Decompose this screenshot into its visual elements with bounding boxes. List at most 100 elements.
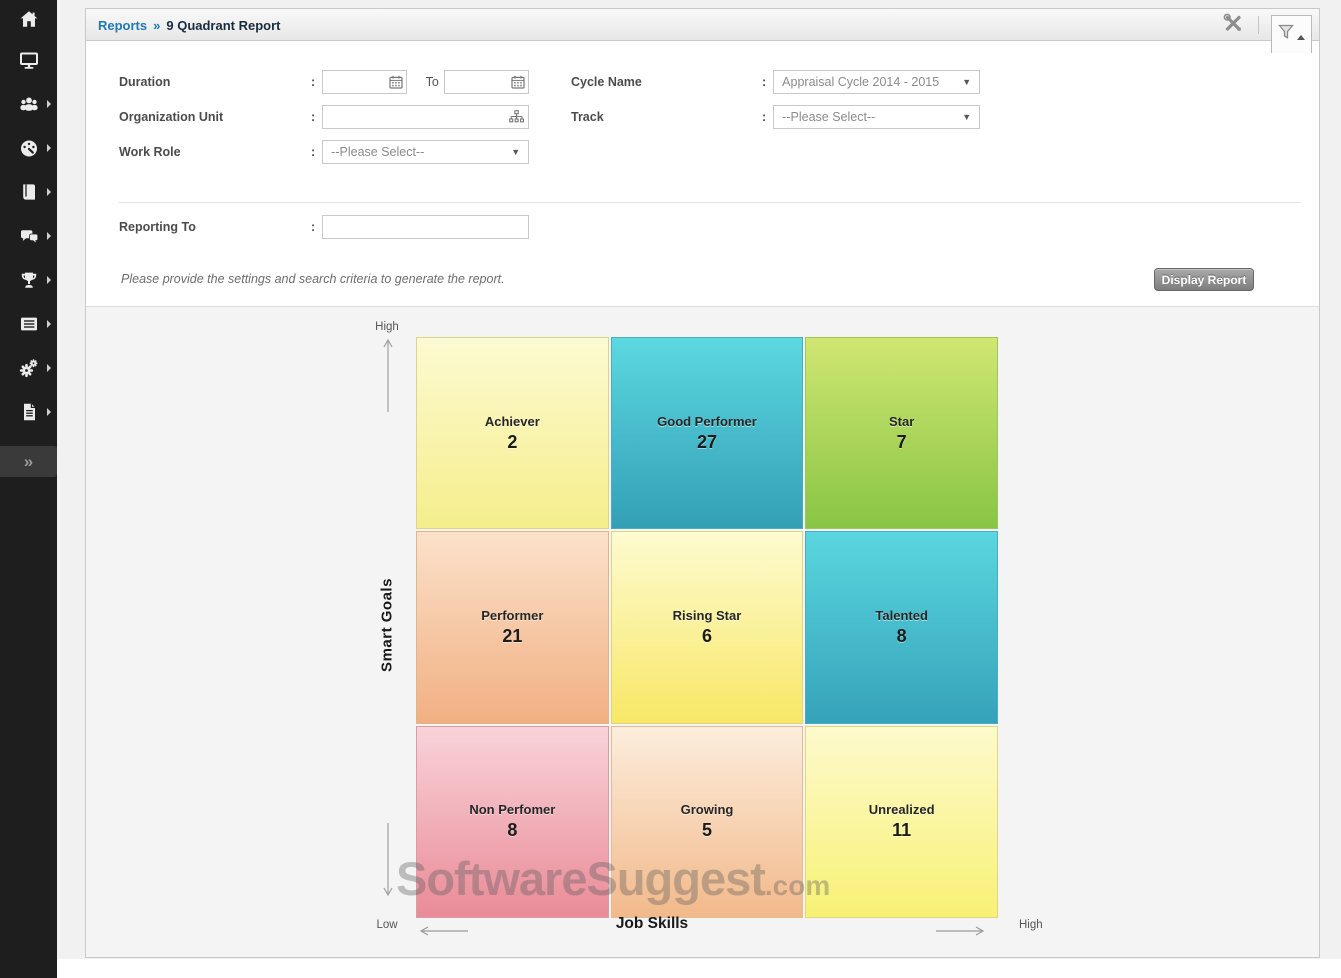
- work-role-value: --Please Select--: [331, 145, 425, 159]
- submenu-caret-icon: [47, 364, 51, 372]
- page-title: 9 Quadrant Report: [166, 17, 281, 33]
- y-axis-up-arrow: [381, 338, 395, 419]
- quadrant-cell-rising-star: Rising Star 6: [610, 531, 804, 724]
- duration-row: Duration : To: [119, 70, 530, 94]
- quadrant-label: Rising Star: [672, 607, 742, 623]
- tools-icon: [1221, 11, 1245, 40]
- sidebar-item-rewards[interactable]: [0, 258, 57, 302]
- form-divider: [119, 202, 1301, 203]
- sidebar-item-settings[interactable]: [0, 346, 57, 390]
- quadrant-cell-star: Star 7: [805, 337, 998, 530]
- cycle-name-select[interactable]: Appraisal Cycle 2014 - 2015 ▼: [773, 70, 981, 94]
- filter-tab-button[interactable]: [1271, 15, 1312, 53]
- quadrant-value: 8: [507, 820, 518, 841]
- y-axis-title: Smart Goals: [378, 578, 396, 672]
- track-row: Track : --Please Select-- ▼: [571, 105, 981, 129]
- sidebar-item-learning[interactable]: [0, 170, 57, 214]
- submenu-caret-icon: [47, 144, 51, 152]
- submenu-caret-icon: [47, 232, 51, 240]
- tools-button[interactable]: [1218, 12, 1248, 38]
- x-axis-right-arrow: [934, 924, 986, 942]
- chevron-down-icon: ▼: [962, 112, 972, 122]
- quadrant-label: Achiever: [484, 413, 540, 429]
- gauge-icon: [18, 137, 40, 159]
- cycle-name-value: Appraisal Cycle 2014 - 2015: [782, 75, 940, 89]
- gears-icon: [18, 357, 40, 379]
- quadrant-label: Unrealized: [868, 802, 935, 818]
- main-area: Reports » 9 Quadrant Report: [57, 0, 1341, 978]
- book-icon: [18, 181, 40, 203]
- sidebar-item-dashboard[interactable]: [0, 126, 57, 170]
- sidebar-item-employees[interactable]: [0, 82, 57, 126]
- chat-icon: [18, 225, 40, 247]
- quadrant-value: 11: [892, 820, 912, 841]
- y-axis-low-label: Low: [376, 919, 398, 931]
- sidebar: »: [0, 0, 57, 978]
- home-icon: [18, 8, 40, 30]
- filter-panel: Duration : To Cycle Name :: [86, 41, 1319, 306]
- sidebar-item-feedback[interactable]: [0, 214, 57, 258]
- quadrant-value: 27: [696, 431, 717, 452]
- card-topbar: Reports » 9 Quadrant Report: [86, 9, 1319, 53]
- field-colon: :: [762, 110, 767, 124]
- duration-to-field: [444, 70, 530, 94]
- nine-quadrant-grid: Achiever 2 Good Performer 27 Star 7 Perf…: [416, 337, 998, 918]
- breadcrumb-separator: »: [153, 17, 161, 33]
- field-colon: :: [311, 220, 316, 234]
- trophy-icon: [18, 269, 40, 291]
- report-card: Reports » 9 Quadrant Report: [85, 8, 1320, 958]
- organization-unit-label: Organization Unit: [119, 110, 224, 124]
- organization-unit-row: Organization Unit :: [119, 105, 530, 129]
- settings-note: Please provide the settings and search c…: [121, 272, 505, 286]
- field-colon: :: [311, 110, 316, 124]
- submenu-caret-icon: [47, 188, 51, 196]
- quadrant-value: 5: [701, 820, 712, 841]
- cycle-name-row: Cycle Name : Appraisal Cycle 2014 - 2015…: [571, 70, 981, 94]
- display-report-button[interactable]: Display Report: [1154, 268, 1254, 291]
- track-select[interactable]: --Please Select-- ▼: [773, 105, 981, 129]
- x-axis-left-arrow: [418, 924, 470, 942]
- quadrant-label: Good Performer: [657, 413, 757, 429]
- breadcrumb-reports-link[interactable]: Reports: [98, 17, 148, 33]
- sidebar-item-forms[interactable]: [0, 302, 57, 346]
- quadrant-label: Performer: [481, 607, 544, 623]
- reporting-to-label: Reporting To: [119, 220, 196, 234]
- quadrant-value: 6: [701, 625, 712, 646]
- work-role-select[interactable]: --Please Select-- ▼: [322, 140, 530, 164]
- submenu-caret-icon: [47, 100, 51, 108]
- quadrant-cell-non-perfomer: Non Perfomer 8: [416, 725, 609, 918]
- chevron-down-icon: ▼: [962, 77, 972, 87]
- duration-to-label: To: [425, 75, 439, 89]
- track-value: --Please Select--: [782, 110, 876, 124]
- chevrons-right-icon: »: [23, 451, 34, 471]
- quadrant-label: Talented: [875, 607, 928, 623]
- filter-icon: [1278, 24, 1296, 45]
- page-footer-strip: [57, 959, 1341, 978]
- reporting-to-row: Reporting To :: [119, 215, 530, 239]
- field-colon: :: [762, 75, 767, 89]
- duration-from-field: [322, 70, 408, 94]
- quadrant-cell-good-performer: Good Performer 27: [610, 337, 804, 530]
- work-role-row: Work Role : --Please Select-- ▼: [119, 140, 530, 164]
- duration-to-input[interactable]: [444, 70, 530, 94]
- quadrant-cell-performer: Performer 21: [416, 531, 609, 724]
- sidebar-collapse-button[interactable]: »: [0, 446, 57, 477]
- organization-unit-input[interactable]: [322, 105, 530, 129]
- submenu-caret-icon: [47, 408, 51, 416]
- sidebar-item-home[interactable]: [0, 0, 57, 38]
- quadrant-value: 21: [502, 625, 523, 646]
- sidebar-item-reports[interactable]: [0, 390, 57, 434]
- y-axis-down-arrow: [381, 821, 395, 902]
- work-role-label: Work Role: [119, 145, 181, 159]
- report-panel: High Smart Goals Low Achiever 2 Good Per…: [86, 306, 1319, 957]
- sidebar-item-workspace[interactable]: [0, 38, 57, 82]
- quadrant-value: 7: [896, 431, 907, 452]
- reporting-to-input[interactable]: [322, 215, 530, 239]
- quadrant-value: 8: [896, 625, 907, 646]
- x-axis-title: Job Skills: [615, 915, 689, 932]
- organization-unit-field: [322, 105, 530, 129]
- collapse-panel-arrow-icon: [1297, 35, 1305, 40]
- x-axis-high-label: High: [1019, 919, 1043, 931]
- list-icon: [18, 313, 40, 335]
